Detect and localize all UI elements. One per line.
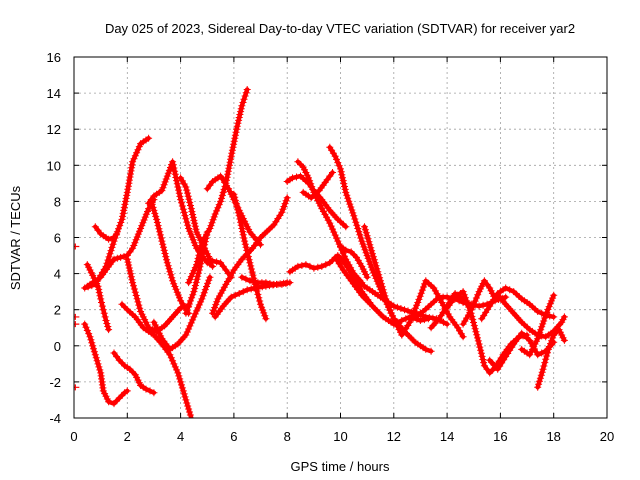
y-tick-labels: -4 -2 0 2 4 6 8 10 12 14 16 — [47, 50, 61, 426]
series-trace-line — [119, 302, 194, 418]
series-markers — [459, 277, 499, 328]
series-trace-line — [82, 135, 151, 291]
data-series-layer — [74, 86, 568, 418]
series-trace-line — [111, 350, 157, 395]
series-markers — [299, 169, 336, 202]
series-8 — [118, 300, 195, 418]
grid-lines — [74, 57, 607, 418]
x-tick-label: 8 — [284, 429, 291, 444]
data-point — [74, 243, 80, 250]
series-38 — [486, 329, 558, 373]
series-markers — [110, 349, 158, 397]
series-9 — [123, 255, 193, 335]
series-19 — [203, 257, 235, 281]
series-markers — [182, 228, 211, 317]
series-markers — [123, 255, 193, 335]
data-point — [74, 321, 80, 328]
series-markers — [361, 223, 406, 339]
y-tick-label: 0 — [54, 339, 61, 354]
series-15 — [185, 86, 251, 287]
y-tick-label: 12 — [47, 122, 61, 137]
x-tick-label: 12 — [387, 429, 401, 444]
series-markers — [83, 261, 113, 334]
series-markers — [203, 257, 235, 281]
x-tick-label: 10 — [333, 429, 347, 444]
series-24 — [294, 158, 366, 287]
series-21 — [238, 273, 294, 288]
data-point — [74, 313, 80, 320]
series-markers — [494, 291, 568, 341]
x-tick-labels: 0 2 4 6 8 10 12 14 16 18 20 — [70, 429, 614, 444]
series-36 — [478, 284, 558, 323]
series-37 — [494, 291, 568, 341]
series-30 — [337, 243, 371, 281]
series-trace-line — [205, 258, 234, 280]
series-markers — [337, 243, 371, 281]
series-markers — [150, 273, 214, 353]
series-25 — [299, 169, 336, 202]
series-20 — [230, 190, 270, 323]
y-tick-label: 4 — [54, 267, 61, 282]
data-point — [74, 384, 80, 391]
series-markers — [518, 291, 558, 359]
series-1 — [74, 243, 80, 391]
series-markers — [185, 86, 251, 287]
series-12 — [150, 273, 214, 353]
series-3 — [83, 261, 113, 334]
series-14 — [182, 228, 211, 317]
series-6 — [81, 134, 153, 292]
x-tick-label: 14 — [440, 429, 454, 444]
series-39 — [534, 326, 568, 391]
y-tick-label: 8 — [54, 194, 61, 209]
y-tick-label: 16 — [47, 50, 61, 65]
series-35 — [459, 277, 499, 328]
y-tick-label: 14 — [47, 86, 61, 101]
x-tick-label: 20 — [600, 429, 614, 444]
x-tick-label: 0 — [70, 429, 77, 444]
series-7 — [110, 349, 158, 397]
series-markers — [534, 326, 568, 391]
x-tick-label: 2 — [124, 429, 131, 444]
series-markers — [294, 158, 366, 287]
y-tick-label: -4 — [49, 411, 61, 426]
series-31 — [398, 277, 467, 341]
y-tick-label: 2 — [54, 303, 61, 318]
series-markers — [118, 300, 195, 418]
series-markers — [81, 320, 131, 408]
y-tick-label: -2 — [49, 375, 61, 390]
y-tick-label: 10 — [47, 158, 61, 173]
x-axis-label: GPS time / hours — [291, 459, 390, 474]
series-40 — [518, 291, 558, 359]
series-markers — [81, 134, 153, 292]
x-tick-label: 4 — [177, 429, 184, 444]
y-tick-label: 6 — [54, 231, 61, 246]
series-markers — [238, 273, 294, 288]
x-tick-label: 6 — [230, 429, 237, 444]
series-29 — [361, 223, 406, 339]
plot-frame — [73, 56, 608, 419]
chart-title: Day 025 of 2023, Sidereal Day-to-day VTE… — [105, 21, 575, 36]
series-2 — [81, 320, 131, 408]
series-markers — [398, 277, 467, 341]
x-tick-label: 16 — [493, 429, 507, 444]
x-tick-label: 18 — [546, 429, 560, 444]
y-axis-label: SDTVAR / TECUs — [8, 185, 23, 290]
series-markers — [209, 194, 291, 317]
